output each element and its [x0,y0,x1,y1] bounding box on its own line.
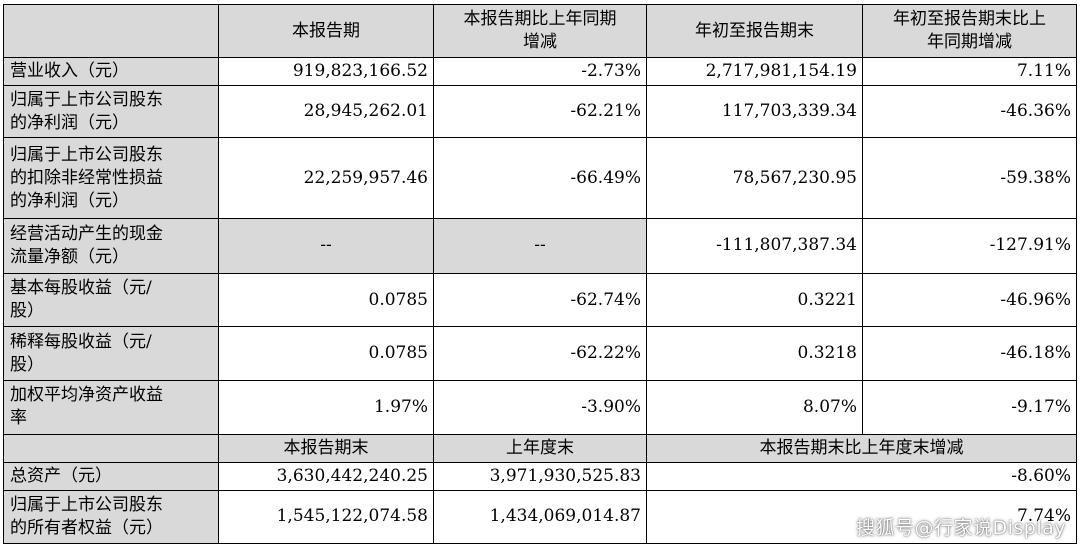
table-row: 基本每股收益（元/股） 0.0785 -62.74% 0.3221 -46.96… [3,272,1077,328]
subheader-period-end: 本报告期末 [218,433,434,463]
cell-current-period: 22,259,957.46 [218,137,434,219]
subheader-change-vs-prior-year-end: 本报告期末比上年度末增减 [646,433,1077,463]
cell-ytd-yoy-change: 7.11% [862,57,1077,87]
cell-current-period: 28,945,262.01 [218,85,434,139]
table-row: 加权平均净资产收益率 1.97% -3.90% 8.07% -9.17% [3,380,1077,435]
row-label: 经营活动产生的现金 流量净额（元） [3,217,219,274]
row-label: 加权平均净资产收益率 [3,380,219,435]
header-yoy-change: 本报告期比上年同期 增减 [433,3,647,59]
cell-yoy-change: -62.21% [433,85,647,139]
cell-current-period: 0.0785 [218,272,434,328]
table-row: 归属于上市公司股东 的净利润（元） 28,945,262.01 -62.21% 1… [3,85,1077,139]
table-row: 归属于上市公司股东 的扣除非经常性损益 的净利润（元） 22,259,957.46 … [3,137,1077,219]
subheader-blank-cell [3,433,219,463]
cell-current-period: 0.0785 [218,326,434,382]
cell-prior-year-end: 1,434,069,014.87 [433,489,647,545]
cell-ytd: 0.3218 [646,326,863,382]
cell-ytd: -111,807,387.34 [646,217,863,274]
table-header-row: 本报告期 本报告期比上年同期 增减 年初至报告期末 年初至报告期末比上 年同期增减 [3,3,1077,59]
row-label: 归属于上市公司股东 的扣除非经常性损益 的净利润（元） [3,137,219,219]
row-label: 基本每股收益（元/股） [3,272,219,328]
cell-yoy-change: -62.74% [433,272,647,328]
cell-yoy-change: -66.49% [433,137,647,219]
row-label: 稀释每股收益（元/股） [3,326,219,382]
header-blank-cell [3,3,219,59]
table-row: 总资产（元） 3,630,442,240.25 3,971,930,525.83… [3,461,1077,491]
cell-ytd-yoy-change: -46.96% [862,272,1077,328]
watermark-text: 搜狐号@行家说Display [855,517,1066,539]
cell-ytd: 78,567,230.95 [646,137,863,219]
cell-ytd: 117,703,339.34 [646,85,863,139]
cell-period-end: 3,630,442,240.25 [218,461,434,491]
cell-yoy-change: -3.90% [433,380,647,435]
table-subheader-row: 本报告期末 上年度末 本报告期末比上年度末增减 [3,433,1077,463]
row-label: 归属于上市公司股东 的所有者权益（元） [3,489,219,545]
financial-summary-table: 本报告期 本报告期比上年同期 增减 年初至报告期末 年初至报告期末比上 年同期增减 … [3,3,1077,545]
table-row: 归属于上市公司股东 的所有者权益（元） 1,545,122,074.58 1,43… [3,489,1077,545]
table-row: 营业收入（元） 919,823,166.52 -2.73% 2,717,981,… [3,57,1077,87]
cell-ytd-yoy-change: -127.91% [862,217,1077,274]
cell-prior-year-end: 3,971,930,525.83 [433,461,647,491]
cell-yoy-change: -2.73% [433,57,647,87]
header-ytd: 年初至报告期末 [646,3,863,59]
cell-yoy-change: -- [433,217,647,274]
table-row: 经营活动产生的现金 流量净额（元） -- -- -111,807,387.34 -… [3,217,1077,274]
cell-period-end: 1,545,122,074.58 [218,489,434,545]
header-ytd-yoy-change: 年初至报告期末比上 年同期增减 [862,3,1077,59]
cell-yoy-change: -62.22% [433,326,647,382]
cell-ytd-yoy-change: -46.18% [862,326,1077,382]
table-row: 稀释每股收益（元/股） 0.0785 -62.22% 0.3218 -46.18… [3,326,1077,382]
cell-change: -8.60% [646,461,1077,491]
subheader-prior-year-end: 上年度末 [433,433,647,463]
cell-current-period: -- [218,217,434,274]
cell-ytd: 8.07% [646,380,863,435]
cell-ytd-yoy-change: -46.36% [862,85,1077,139]
header-current-period: 本报告期 [218,3,434,59]
cell-ytd: 0.3221 [646,272,863,328]
cell-ytd-yoy-change: -9.17% [862,380,1077,435]
row-label: 归属于上市公司股东 的净利润（元） [3,85,219,139]
row-label: 营业收入（元） [3,57,219,87]
cell-ytd-yoy-change: -59.38% [862,137,1077,219]
cell-current-period: 919,823,166.52 [218,57,434,87]
cell-current-period: 1.97% [218,380,434,435]
row-label: 总资产（元） [3,461,219,491]
cell-ytd: 2,717,981,154.19 [646,57,863,87]
cell-change: 7.74% [646,489,1077,545]
